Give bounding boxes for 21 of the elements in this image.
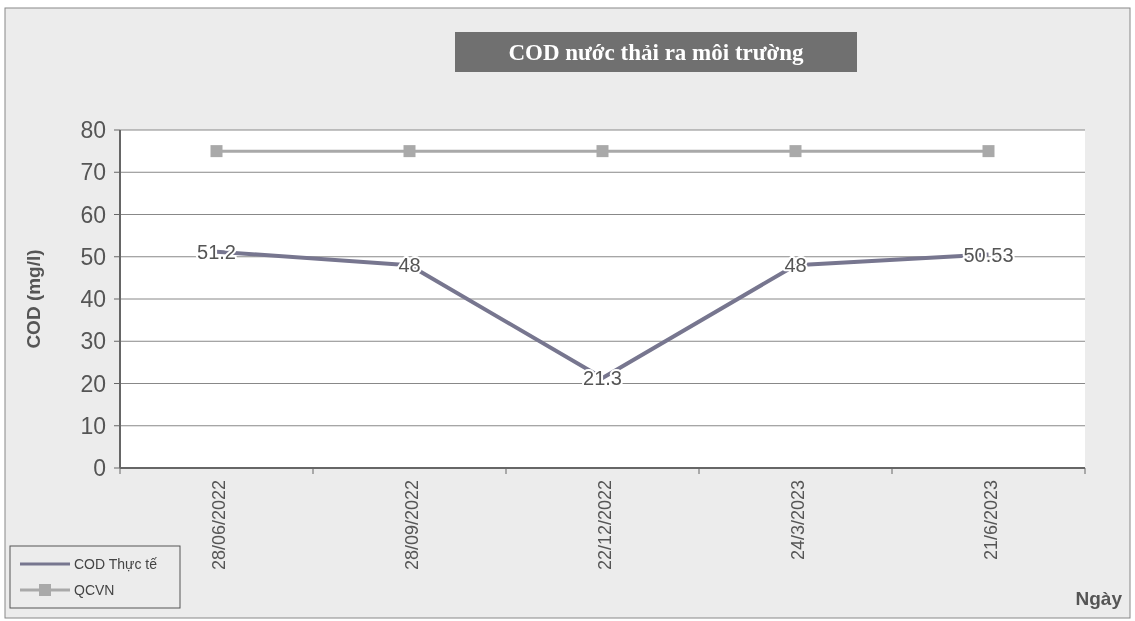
y-axis-title: COD (mg/l) xyxy=(23,249,44,349)
y-tick-label: 20 xyxy=(80,370,106,397)
y-tick-label: 50 xyxy=(80,243,106,270)
x-tick-label: 28/06/2022 xyxy=(208,480,229,571)
legend-label: COD Thực tế xyxy=(74,555,158,572)
chart-title: COD nước thải ra môi trường xyxy=(508,40,805,65)
y-tick-label: 10 xyxy=(80,412,106,439)
x-tick-label: 21/6/2023 xyxy=(980,480,1001,561)
x-tick-label: 24/3/2023 xyxy=(787,480,808,561)
y-tick-label: 70 xyxy=(80,159,106,186)
y-tick-label: 0 xyxy=(93,455,106,482)
x-tick-label: 28/09/2022 xyxy=(401,480,422,571)
data-label: 51.2 xyxy=(197,240,236,263)
legend-label: QCVN xyxy=(74,581,115,598)
y-tick-label: 60 xyxy=(80,201,106,228)
y-tick-label: 80 xyxy=(80,117,106,144)
data-label: 50.53 xyxy=(963,243,1014,266)
y-tick-label: 30 xyxy=(80,328,106,355)
x-tick-label: 22/12/2022 xyxy=(594,480,615,571)
y-tick-label: 40 xyxy=(80,286,106,313)
x-axis-title: Ngày xyxy=(1075,588,1123,609)
